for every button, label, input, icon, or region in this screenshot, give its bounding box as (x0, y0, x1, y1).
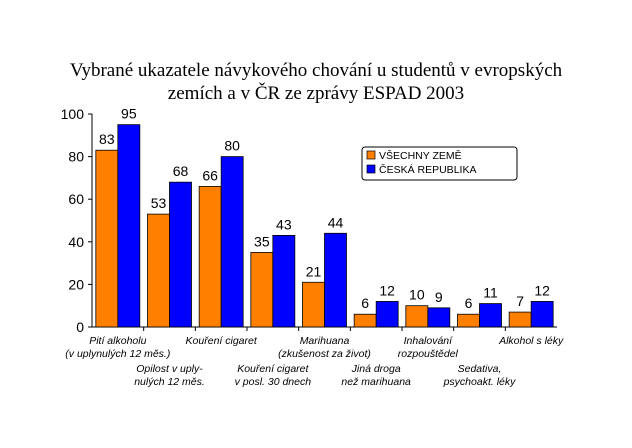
category-label: Alkohol s léky (498, 335, 564, 347)
category-label: Jiná droga (351, 363, 401, 375)
y-tick-label: 20 (68, 276, 84, 292)
bar (169, 181, 192, 328)
bar (405, 305, 429, 328)
data-label: 66 (202, 167, 218, 183)
bar (117, 124, 141, 328)
data-label: 43 (276, 216, 292, 232)
y-tick-label: 40 (68, 234, 84, 250)
data-label: 44 (328, 214, 344, 230)
bar (324, 232, 347, 328)
category-label: nulých 12 měs. (134, 376, 205, 388)
data-label: 68 (173, 163, 189, 179)
y-tick-label: 80 (68, 149, 84, 165)
data-label: 80 (224, 138, 240, 154)
legend-label: VŠECHNY ZEMĚ (379, 149, 462, 162)
category-label: psychoakt. léky (443, 376, 517, 388)
category-label: (v uplynulých 12 měs.) (65, 348, 170, 360)
category-label: (zkušenost za život) (278, 348, 371, 360)
category-label: rozpouštědel (398, 348, 459, 360)
data-label: 7 (516, 293, 524, 309)
y-tick-label: 60 (68, 191, 84, 207)
bar (353, 313, 377, 328)
data-label: 35 (254, 233, 270, 249)
y-tick-label: 0 (76, 319, 84, 335)
category-label: v posl. 30 dnech (235, 376, 312, 388)
bar (302, 281, 325, 328)
bar (457, 313, 480, 328)
bar (272, 235, 296, 328)
data-label: 21 (306, 263, 322, 279)
category-label: Kouření cigaret (237, 363, 309, 375)
data-label: 11 (483, 285, 498, 301)
legend-box (361, 146, 518, 181)
category-label: Sedativa, (458, 363, 502, 375)
chart-title: Vybrané ukazatele návykového chování u s… (70, 60, 563, 104)
bar (147, 213, 170, 328)
category-label: Marihuana (300, 335, 350, 347)
data-label: 83 (99, 131, 115, 147)
bar (95, 149, 119, 328)
data-label: 12 (534, 282, 550, 298)
category-labels: Pití alkoholu(v uplynulých 12 měs.) Opilo… (65, 335, 564, 388)
legend-label: ČESKÁ REPUBLIKA (379, 163, 476, 176)
data-label: 53 (151, 195, 167, 211)
data-label: 95 (121, 106, 137, 122)
data-label: 9 (435, 289, 443, 305)
category-label: Inhalování (404, 335, 454, 347)
data-label: 6 (361, 295, 369, 311)
bar (508, 311, 532, 328)
category-label: než marihuana (341, 376, 411, 388)
bar (250, 252, 274, 328)
category-label: Kouření cigaret (186, 335, 258, 347)
bar (479, 303, 502, 328)
bar (530, 301, 554, 328)
legend-swatch (366, 164, 376, 174)
category-label: Opilost v uply- (136, 363, 203, 375)
bar (220, 156, 244, 328)
legend-swatch (366, 150, 376, 160)
bar (427, 307, 451, 328)
chart-title-line-2: zemích a v ČR ze zprávy ESPAD 2003 (168, 82, 464, 104)
y-tick-label: 100 (61, 106, 85, 122)
data-label: 6 (465, 295, 473, 311)
bar (375, 301, 399, 328)
bars: 83 95 53 68 66 80 35 43 21 44 6 12 10 9 6 11 7 12 (95, 106, 554, 328)
category-label: Pití alkoholu (89, 335, 146, 347)
data-label: 10 (409, 287, 425, 303)
chart-title-line-1: Vybrané ukazatele návykového chování u s… (70, 60, 563, 81)
data-label: 12 (379, 282, 395, 298)
bar (198, 186, 222, 328)
